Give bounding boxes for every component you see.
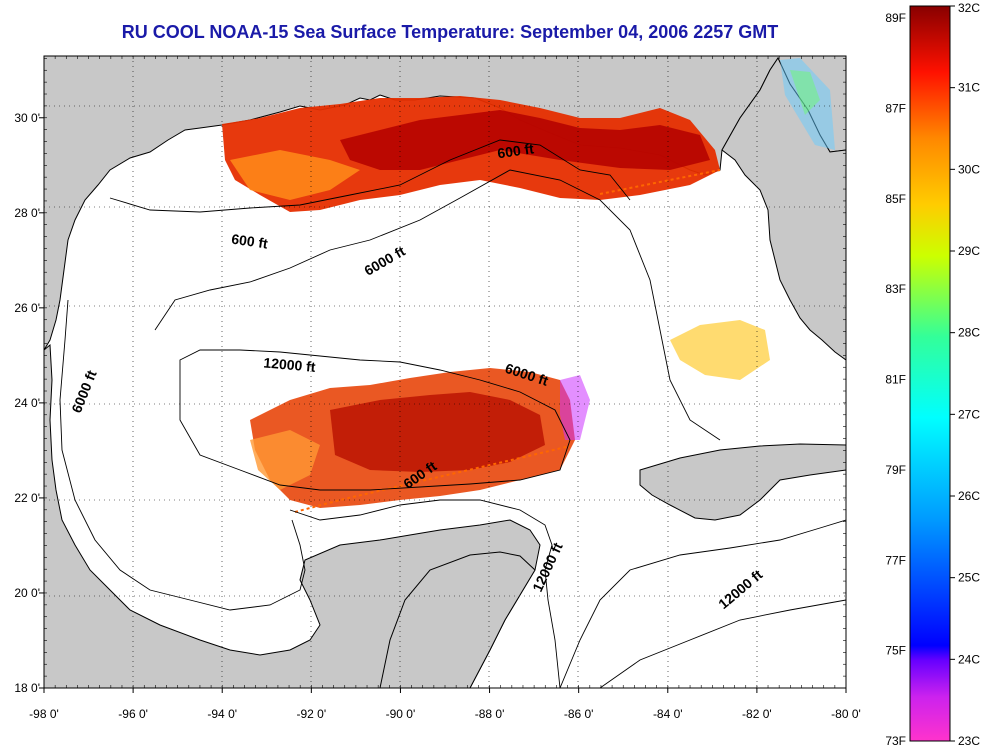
lon-tick-label: -86 0' bbox=[564, 707, 594, 721]
colorbar-f-label: 81F bbox=[885, 373, 906, 387]
lat-tick-label: 22 0' bbox=[14, 491, 40, 505]
sst-central-core bbox=[330, 392, 545, 472]
colorbar-c-label: 29C bbox=[958, 244, 980, 258]
sst-cool-patch bbox=[560, 375, 590, 440]
sst-central-fringe bbox=[250, 430, 320, 490]
sst-green-fringe bbox=[790, 70, 820, 115]
contour-6000ft bbox=[154, 169, 721, 441]
lat-lon-grid bbox=[44, 56, 846, 688]
lon-tick-label: -88 0' bbox=[475, 707, 505, 721]
lat-tick-label: 28 0' bbox=[14, 206, 40, 220]
sst-data bbox=[222, 58, 835, 513]
latitude-axis: 30 0' 28 0' 26 0' 24 0' 22 0' 20 0' 18 0' bbox=[14, 58, 846, 695]
colorbar-c-label: 24C bbox=[958, 652, 980, 666]
sst-north-core bbox=[340, 110, 710, 170]
lon-tick-label: -92 0' bbox=[297, 707, 327, 721]
colorbar-c-label: 28C bbox=[958, 326, 980, 340]
colorbar-f-label: 89F bbox=[885, 11, 906, 25]
lat-tick-label: 30 0' bbox=[14, 111, 40, 125]
lon-tick-label: -80 0' bbox=[831, 707, 861, 721]
lon-tick-label: -90 0' bbox=[386, 707, 416, 721]
colorbar-f-label: 77F bbox=[885, 553, 906, 567]
lat-tick-label: 20 0' bbox=[14, 586, 40, 600]
bathymetry-contours bbox=[59, 139, 846, 688]
colorbar-c-label: 32C bbox=[958, 1, 980, 15]
colorbar-ramp bbox=[909, 5, 951, 742]
colorbar-f-label: 79F bbox=[885, 463, 906, 477]
colorbar-f-label: 87F bbox=[885, 101, 906, 115]
colorbar-c-label: 25C bbox=[958, 571, 980, 585]
sst-swath-edge bbox=[294, 445, 571, 513]
contour-12000ft bbox=[179, 349, 571, 491]
lon-tick-label: -84 0' bbox=[653, 707, 683, 721]
lat-tick-label: 24 0' bbox=[14, 396, 40, 410]
lat-tick-label: 18 0' bbox=[14, 681, 40, 695]
colorbar-c-label: 23C bbox=[958, 734, 980, 748]
contour-12000ft-caribbean bbox=[559, 519, 846, 688]
colorbar: 89F 87F 85F 83F 81F 79F 77F 75F 73F 32C 31C 30C 29C… bbox=[885, 1, 980, 748]
sst-east-patch bbox=[670, 320, 770, 380]
lon-tick-label: -96 0' bbox=[118, 707, 148, 721]
contour-6000ft-west bbox=[59, 299, 306, 611]
contour-label: 600 ft bbox=[230, 231, 269, 252]
colorbar-f-label: 85F bbox=[885, 192, 906, 206]
lon-tick-label: -98 0' bbox=[29, 707, 59, 721]
contour-label: 12000 ft bbox=[263, 354, 317, 375]
colorbar-c-label: 27C bbox=[958, 407, 980, 421]
contour-caribbean-2 bbox=[599, 599, 846, 688]
lon-tick-label: -82 0' bbox=[742, 707, 772, 721]
contour-label: 600 ft bbox=[496, 140, 535, 161]
longitude-axis: -98 0' -96 0' -94 0' -92 0' -90 0' -88 0' -86 … bbox=[29, 56, 861, 721]
yucatan bbox=[379, 551, 536, 688]
map-title: RU COOL NOAA-15 Sea Surface Temperature:… bbox=[121, 22, 779, 42]
colorbar-f-label: 83F bbox=[885, 282, 906, 296]
colorbar-c-label: 26C bbox=[958, 489, 980, 503]
contour-600ft-campeche bbox=[289, 499, 561, 688]
sst-north-fringe bbox=[230, 150, 360, 200]
sst-florida-coast bbox=[780, 58, 835, 150]
contour-600ft-north bbox=[109, 139, 631, 213]
colorbar-fahrenheit-labels: 89F 87F 85F 83F 81F 79F 77F 75F 73F bbox=[885, 11, 906, 748]
lon-tick-label: -94 0' bbox=[207, 707, 237, 721]
colorbar-c-label: 30C bbox=[958, 162, 980, 176]
sst-swath-edge-north bbox=[599, 169, 721, 195]
colorbar-f-label: 75F bbox=[885, 644, 906, 658]
colorbar-c-label: 31C bbox=[958, 81, 980, 95]
colorbar-f-label: 73F bbox=[885, 734, 906, 748]
colorbar-celsius-labels: 32C 31C 30C 29C 28C 27C 26C 25C 24C 23C bbox=[950, 1, 980, 748]
cuba bbox=[639, 443, 846, 521]
lat-tick-label: 26 0' bbox=[14, 301, 40, 315]
